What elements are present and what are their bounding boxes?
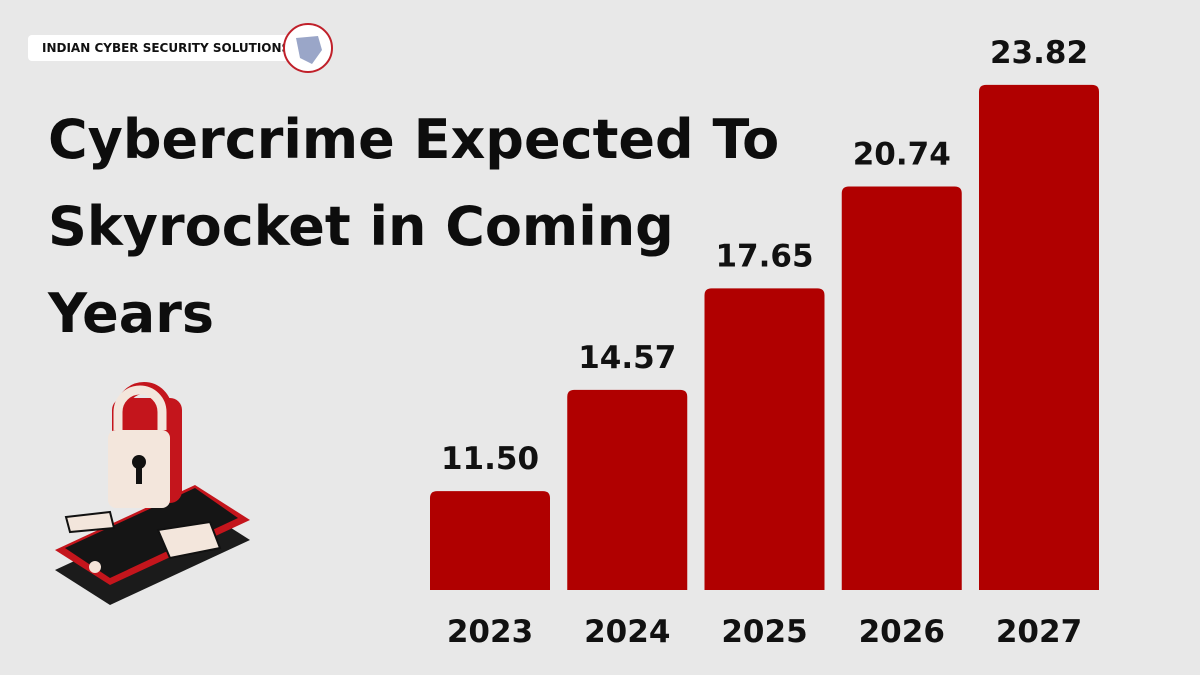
bar — [841, 186, 962, 590]
bar — [567, 389, 688, 590]
x-tick-label: 2026 — [859, 614, 945, 650]
value-label: 20.74 — [853, 136, 951, 172]
bar — [430, 491, 550, 590]
brand-pill — [28, 35, 298, 61]
bar — [979, 84, 1099, 591]
value-label: 11.50 — [441, 441, 539, 477]
value-label: 17.65 — [715, 238, 813, 274]
value-label: 14.57 — [578, 340, 676, 376]
bar — [704, 288, 825, 590]
value-label: 23.82 — [990, 35, 1088, 71]
brand-logo-map — [296, 36, 322, 64]
x-tick-label: 2027 — [996, 614, 1082, 650]
brand-text: INDIAN CYBER SECURITY SOLUTIONS — [42, 41, 290, 55]
x-tick-label: 2023 — [447, 614, 533, 650]
x-tick-label: 2024 — [584, 614, 670, 650]
chart-title: Cybercrime Expected To Skyrocket in Comi… — [48, 108, 780, 345]
x-tick-label: 2025 — [721, 614, 807, 650]
illustration — [55, 382, 250, 605]
